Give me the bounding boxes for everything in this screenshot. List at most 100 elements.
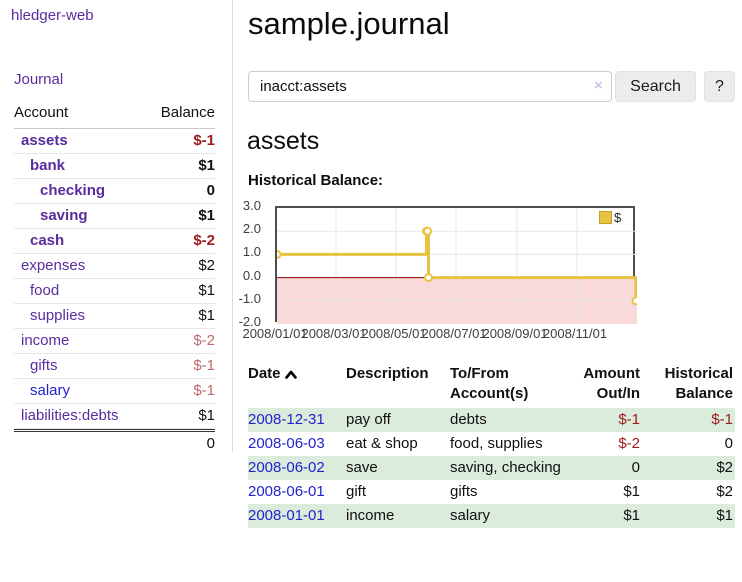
x-tick-label: 2008/05/01: [361, 326, 427, 341]
accounts-total-row: 0: [14, 429, 215, 456]
accounts-tbody: assets $-1 bank $1 checking 0 saving $1 cash $-2 e…: [14, 129, 215, 456]
account-balance: $-1: [146, 129, 215, 154]
register-tbody: 2008-12-31 pay off debts $-1 $-1 2008-06-03 ea…: [248, 408, 735, 528]
sidebar-account-link-assets[interactable]: assets: [21, 132, 68, 149]
legend-swatch-icon: [599, 211, 612, 224]
sidebar-account-link-supplies[interactable]: supplies: [30, 307, 86, 324]
page-title: sample.journal: [248, 6, 450, 41]
account-balance: $1: [146, 154, 215, 179]
account-balance: $-2: [146, 329, 215, 354]
sidebar-item-journal[interactable]: Journal: [14, 71, 64, 88]
transaction-accounts: salary: [450, 504, 572, 528]
app-title-link[interactable]: hledger-web: [11, 7, 94, 24]
legend-label: $: [614, 210, 622, 225]
clear-search-icon[interactable]: ×: [594, 77, 603, 94]
accounts-header-row: Account Balance: [14, 100, 215, 129]
account-row: expenses $2: [14, 254, 215, 279]
chart-plot: [275, 206, 637, 324]
accounts-table: Account Balance assets $-1 bank $1 checking 0…: [14, 100, 215, 456]
account-row: liabilities:debts $1: [14, 404, 215, 429]
date-column-header[interactable]: Date: [248, 362, 346, 408]
transaction-balance: $2: [642, 456, 735, 480]
account-row: assets $-1: [14, 129, 215, 154]
accounts-column-header: To/From Account(s): [450, 365, 529, 402]
account-column-header: Account: [14, 100, 147, 129]
account-balance: $-1: [146, 379, 215, 404]
search-input[interactable]: [248, 71, 612, 102]
transaction-balance: $-1: [642, 408, 735, 432]
transaction-balance: 0: [724, 435, 733, 452]
transaction-amount: $1: [623, 483, 640, 500]
y-tick-label: 3.0: [242, 198, 261, 213]
accounts-total-value: 0: [146, 429, 215, 456]
transaction-balance: $2: [716, 483, 733, 500]
x-tick-label: 2008/01/01: [242, 326, 308, 341]
x-tick-label: 2008/11/01: [542, 326, 608, 341]
transaction-row[interactable]: 2008-06-03 eat & shop food, supplies $-2 0: [248, 432, 735, 456]
account-balance: $2: [146, 254, 215, 279]
sidebar-account-link-food[interactable]: food: [30, 282, 60, 299]
sidebar-account-link-liabilities-debts[interactable]: liabilities:debts: [21, 407, 119, 424]
y-tick-label: -2.0: [238, 314, 261, 329]
sidebar-account-link-expenses[interactable]: expenses: [21, 257, 86, 274]
transaction-date-link[interactable]: 2008-12-31: [248, 411, 325, 428]
account-row: saving $1: [14, 204, 215, 229]
transaction-date-link[interactable]: 2008-01-01: [248, 507, 325, 524]
sidebar: hledger-web Journal Account Balance asse…: [0, 0, 233, 452]
y-tick-label: -1.0: [238, 290, 261, 306]
account-balance: $1: [146, 304, 215, 329]
transaction-row[interactable]: 2008-06-01 gift gifts $1 $2: [248, 480, 735, 504]
transaction-row[interactable]: 2008-01-01 income salary $1 $1: [248, 504, 735, 528]
help-button[interactable]: ?: [704, 71, 735, 102]
account-row: checking 0: [14, 179, 215, 204]
transaction-amount: $1: [572, 504, 642, 528]
sidebar-account-link-income[interactable]: income: [21, 332, 70, 349]
transaction-date-link[interactable]: 2008-06-01: [248, 483, 325, 500]
amount-column-header: Amount Out/In: [583, 365, 640, 402]
transaction-description: eat & shop: [346, 435, 418, 452]
register-header-row: Date Description To/From Account(s) Amoun…: [248, 362, 735, 408]
sidebar-account-link-gifts[interactable]: gifts: [30, 357, 58, 374]
account-balance: $1: [146, 404, 215, 429]
chart-plot-svg: [277, 208, 637, 324]
account-row: bank $1: [14, 154, 215, 179]
sidebar-account-link-saving[interactable]: saving: [40, 207, 88, 224]
account-row: salary $-1: [14, 379, 215, 404]
transaction-amount: $-2: [618, 435, 640, 452]
transaction-accounts: debts: [450, 408, 572, 432]
sidebar-account-link-bank[interactable]: bank: [30, 157, 66, 174]
chart-legend: $: [599, 210, 621, 225]
account-balance: 0: [146, 179, 215, 204]
transaction-description: pay off: [346, 408, 450, 432]
account-balance: $-2: [146, 229, 215, 254]
account-row: food $1: [14, 279, 215, 304]
sidebar-account-link-salary[interactable]: salary: [30, 382, 71, 399]
y-tick-label: 1.0: [242, 244, 261, 260]
transaction-accounts: saving, checking: [450, 456, 572, 480]
account-balance: $1: [146, 204, 215, 229]
transaction-date-link[interactable]: 2008-06-03: [248, 435, 325, 452]
sidebar-account-link-cash[interactable]: cash: [30, 232, 65, 249]
x-tick-label: 2008/09/01: [482, 326, 548, 341]
y-tick-label: 0.0: [242, 267, 261, 283]
transaction-balance: $1: [642, 504, 735, 528]
transaction-amount: $-1: [572, 408, 642, 432]
y-tick-label: 2.0: [242, 221, 261, 237]
transaction-date-link[interactable]: 2008-06-02: [248, 459, 325, 476]
account-row: cash $-2: [14, 229, 215, 254]
transaction-amount: 0: [572, 456, 642, 480]
transaction-row[interactable]: 2008-12-31 pay off debts $-1 $-1: [248, 408, 735, 432]
chevron-up-icon: [284, 365, 297, 385]
transaction-description: save: [346, 456, 450, 480]
transaction-row[interactable]: 2008-06-02 save saving, checking 0 $2: [248, 456, 735, 480]
chart-title: Historical Balance:: [248, 172, 384, 189]
account-row: income $-2: [14, 329, 215, 354]
search-button[interactable]: Search: [615, 71, 696, 102]
chart-x-labels: 2008/01/01 2008/03/01 2008/05/01 2008/07/01…: [0, 326, 742, 342]
x-tick-label: 2008/07/01: [421, 326, 487, 341]
chart-y-labels: 3.0 2.0 1.0 0.0 -1.0 -2.0: [228, 198, 268, 329]
transaction-description: income: [346, 504, 450, 528]
balance-column-header: Balance: [146, 100, 215, 129]
description-column-header: Description: [346, 365, 429, 382]
sidebar-account-link-checking[interactable]: checking: [40, 182, 106, 199]
